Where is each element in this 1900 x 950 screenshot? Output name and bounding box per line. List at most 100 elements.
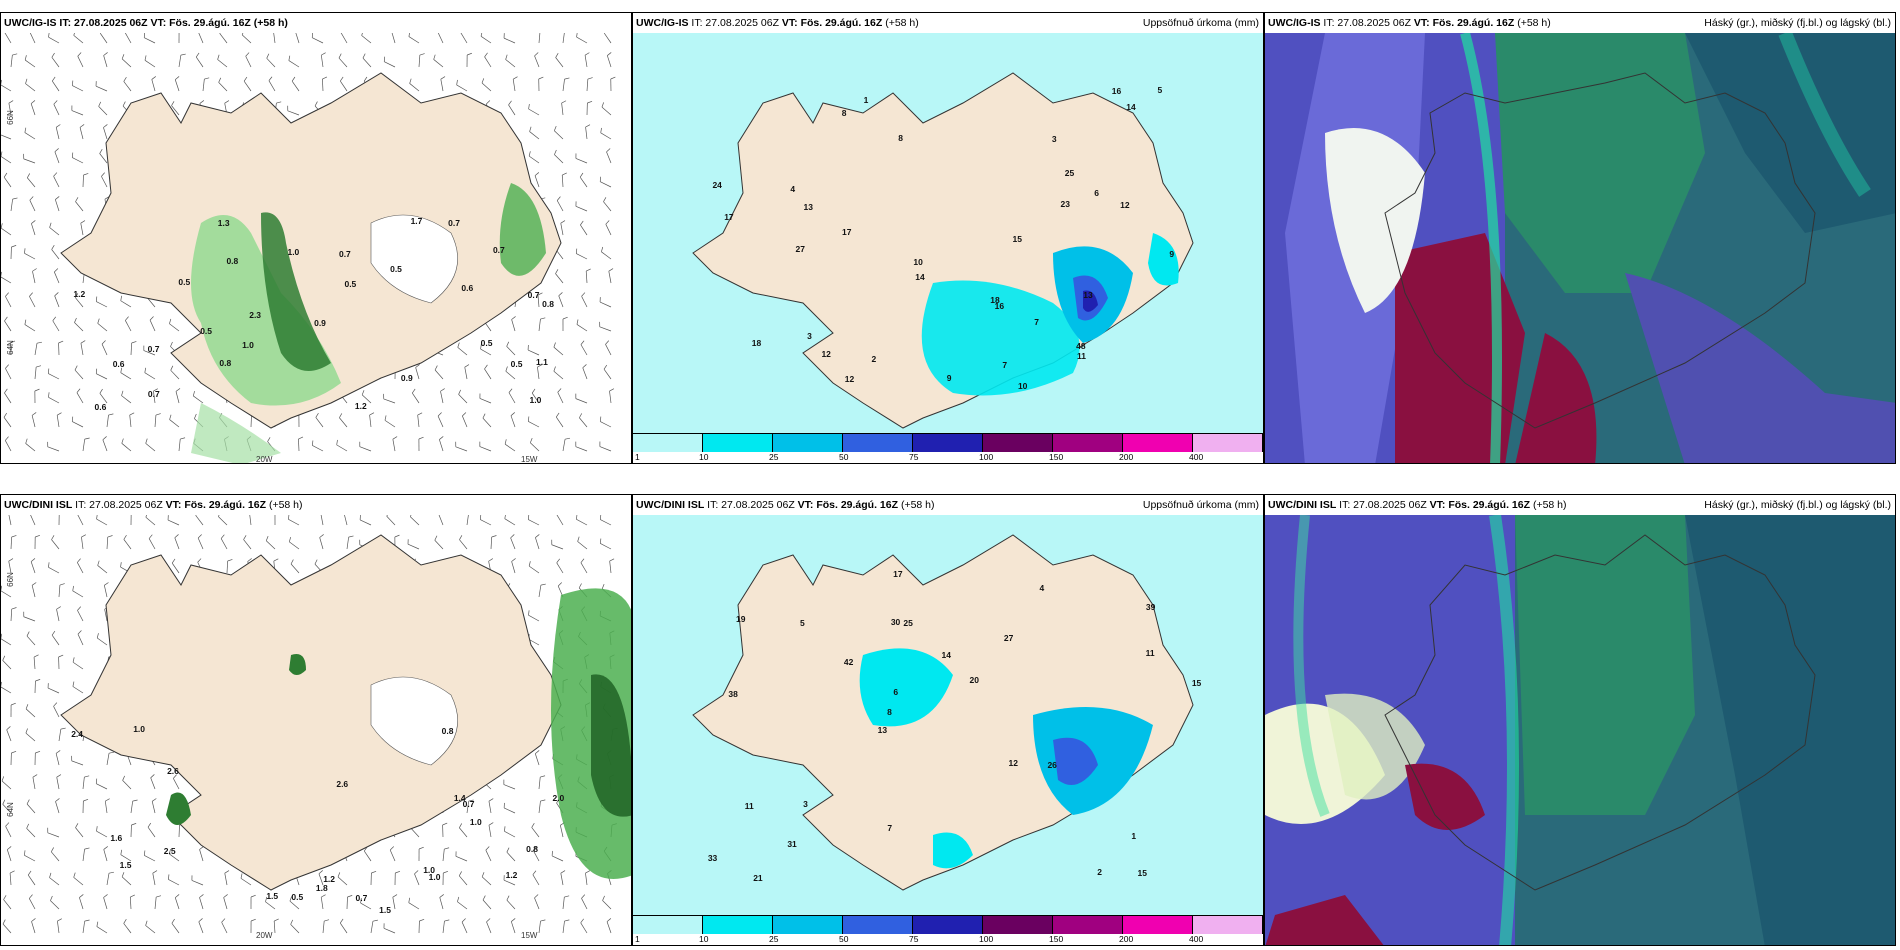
wind-barb-feather (600, 127, 602, 133)
wind-barb-feather (513, 76, 518, 80)
wind-barb-feather (31, 220, 36, 224)
value-label: 27 (795, 243, 805, 254)
wind-barb (129, 897, 132, 910)
precip-colorbar (633, 433, 1263, 452)
value-label: 0.7 (355, 893, 368, 904)
value-label: 5 (1157, 84, 1163, 95)
value-label: 2.5 (163, 845, 176, 856)
wind-barb (551, 544, 564, 550)
wind-barb (151, 801, 156, 814)
wind-barb (457, 347, 468, 356)
wind-barb-feather (58, 654, 64, 658)
wind-barb-feather (243, 535, 247, 540)
wind-barb (103, 127, 108, 140)
wind-barb (600, 181, 612, 188)
wind-barb-feather (199, 894, 204, 898)
wind-barb-feather (505, 366, 508, 372)
wind-barb (480, 35, 492, 44)
wind-barb (482, 417, 492, 428)
wind-barb-feather (511, 316, 516, 320)
wind-barb (218, 516, 228, 526)
wind-barb-feather (506, 895, 510, 901)
value-label: 0.6 (112, 358, 125, 369)
wind-barb-feather (608, 268, 614, 272)
wind-barb-feather (197, 558, 202, 563)
wind-barb (97, 323, 108, 332)
value-label: 9 (1169, 249, 1175, 260)
wind-barb-feather (482, 895, 486, 901)
panel-header: UWC/DINI ISL IT: 27.08.2025 06Z VT: Fös.… (1, 495, 631, 515)
wind-barb (603, 33, 612, 44)
wind-barb (457, 901, 468, 910)
wind-barb-feather (443, 870, 449, 874)
wind-barb (1, 156, 12, 164)
wind-barb-feather (97, 560, 100, 566)
wind-barb-feather (240, 873, 243, 879)
value-label: 38 (728, 689, 738, 700)
value-label: 31 (787, 838, 797, 849)
wind-barb (8, 561, 12, 574)
wind-barb (125, 320, 132, 332)
wind-barb (322, 78, 324, 92)
wind-barb (123, 81, 132, 92)
wind-barb-feather (12, 197, 18, 200)
wind-barb (49, 877, 60, 886)
value-label: 1.0 (428, 872, 441, 883)
wind-barb (104, 609, 108, 622)
wind-barb-feather (535, 750, 540, 754)
wind-barb-feather (98, 101, 102, 107)
wind-barb-feather (25, 704, 29, 710)
colorbar-segment (983, 916, 1053, 934)
value-label: 1 (863, 95, 869, 106)
wind-barb (434, 540, 444, 550)
wind-barb (143, 350, 156, 356)
wind-barb (581, 296, 588, 308)
wind-barb (6, 729, 12, 742)
wind-barb (24, 252, 36, 260)
precip-core-inner (1083, 290, 1098, 312)
wind-barb-feather (576, 33, 578, 38)
wind-barb (55, 127, 60, 140)
wind-barb (106, 537, 109, 550)
wind-barb (30, 515, 36, 526)
wind-barb-feather (440, 388, 445, 392)
wind-barb-feather (418, 846, 424, 850)
wind-barb-feather (174, 534, 179, 539)
wind-barb-feather (528, 561, 531, 567)
wind-barb-feather (459, 535, 463, 540)
wind-barb (55, 801, 60, 814)
colorbar-tick-label: 100 (979, 452, 994, 462)
wind-barb-feather (31, 918, 36, 922)
wind-barb (30, 103, 36, 116)
wind-barb (57, 921, 60, 934)
wind-barb (538, 777, 541, 790)
wind-barb-feather (11, 751, 17, 754)
value-label: 16 (1111, 85, 1122, 96)
wind-barb-feather (392, 436, 398, 440)
wind-barb (503, 807, 516, 814)
colorbar-ticks: 1 10 25 50 75 100 150 200 400 (633, 934, 1263, 945)
wind-barb (579, 176, 588, 188)
wind-barb-feather (339, 413, 343, 418)
value-label: 0.7 (448, 218, 460, 229)
wind-barb-feather (96, 633, 99, 639)
wind-barb (555, 416, 564, 428)
wind-barb-feather (439, 894, 444, 898)
wind-barb-feather (35, 750, 41, 754)
wind-barb-feather (168, 849, 171, 855)
wind-barb-feather (480, 33, 483, 37)
wind-barb-feather (8, 558, 14, 562)
wind-barb-feather (120, 295, 122, 301)
wind-barb (511, 561, 516, 574)
wind-barb-feather (173, 774, 177, 779)
wind-barb-feather (168, 874, 170, 880)
wind-barb-feather (54, 148, 59, 152)
wind-barb-feather (36, 341, 42, 344)
wind-barb-feather (11, 245, 17, 248)
value-label: 6 (893, 687, 899, 698)
wind-barb (484, 56, 492, 68)
colorbar-segment (1193, 434, 1263, 452)
wind-barb (245, 56, 252, 68)
wind-barb-feather (153, 388, 158, 392)
wind-barb (48, 373, 60, 380)
